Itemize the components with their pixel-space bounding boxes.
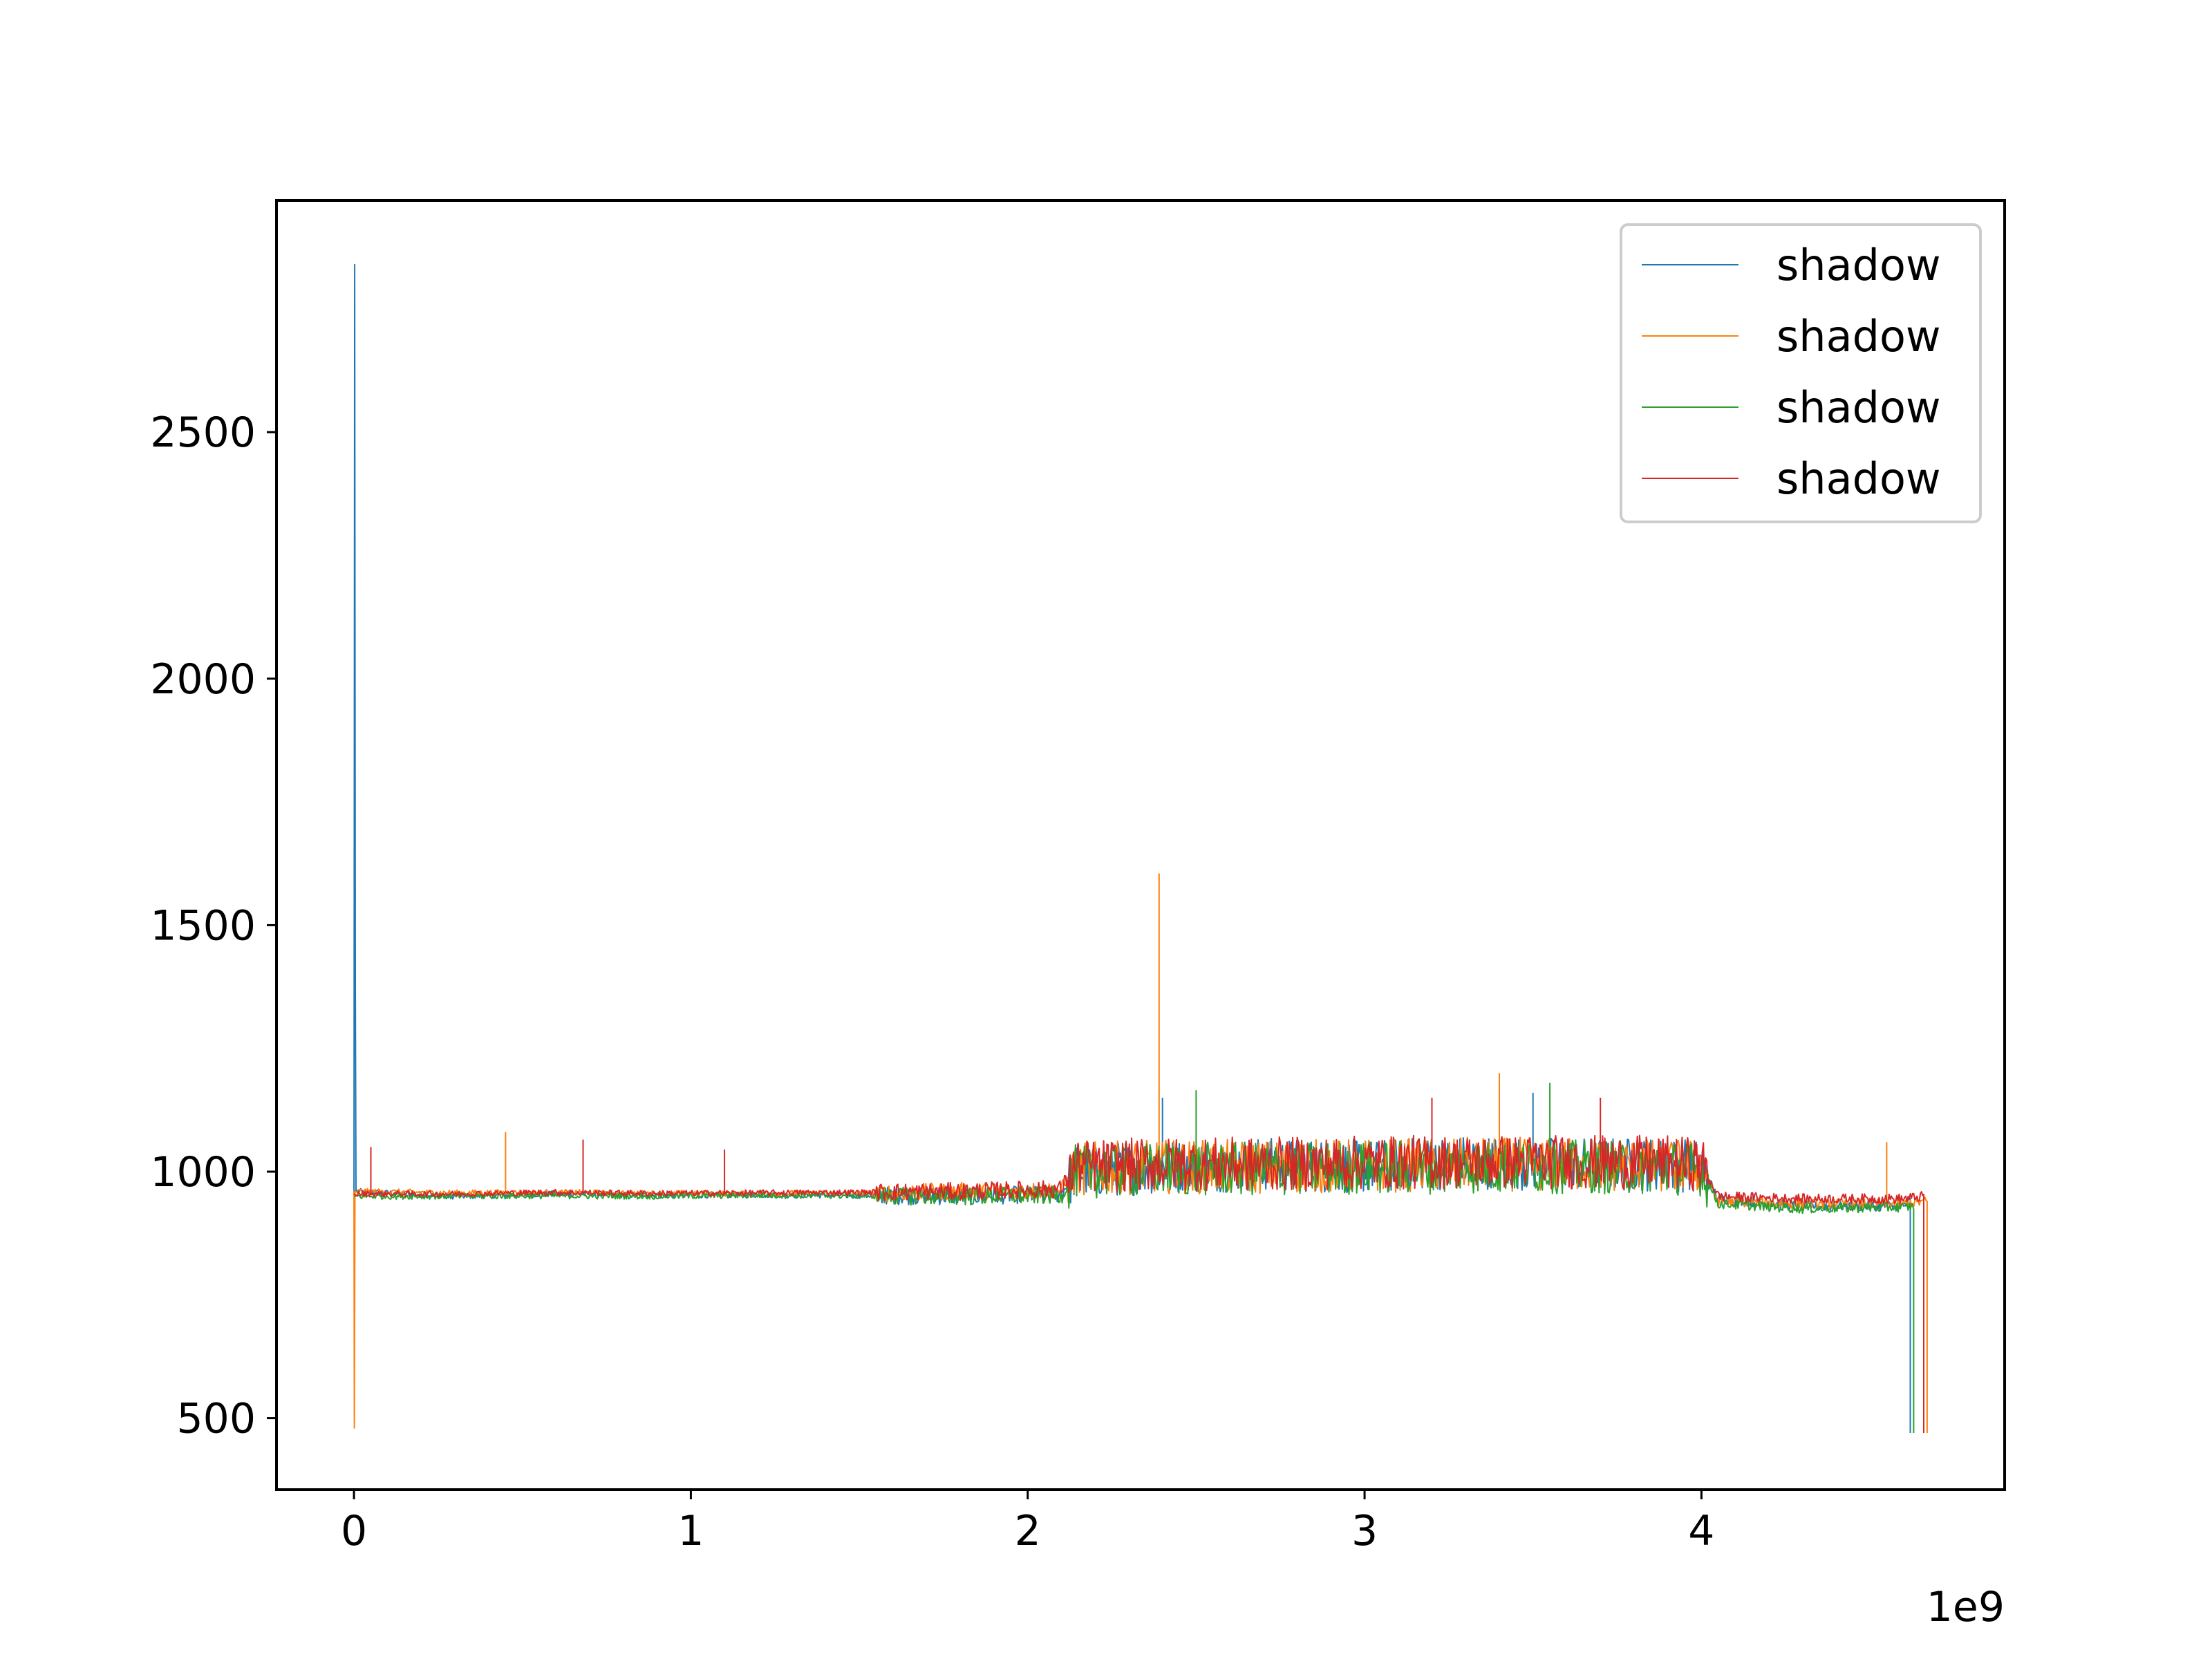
x-axis: 0 1 2 3 4	[341, 1490, 1714, 1555]
series-4	[353, 1098, 1924, 1433]
legend-label: shadow	[1777, 453, 1941, 504]
x-tick-label: 3	[1351, 1507, 1378, 1555]
legend-label: shadow	[1777, 311, 1941, 362]
y-tick-label: 1500	[150, 901, 256, 950]
legend-label: shadow	[1777, 240, 1941, 290]
y-axis: 500 1000 1500 2000 2500	[150, 409, 276, 1443]
y-tick-label: 2500	[150, 409, 256, 457]
x-tick-label: 4	[1688, 1507, 1714, 1555]
legend-box	[1620, 223, 1982, 523]
plot-frame	[275, 199, 2006, 1491]
legend: shadow shadow shadow shadow	[1620, 223, 1982, 523]
x-tick-label: 2	[1015, 1507, 1041, 1555]
y-tick-label: 1000	[150, 1148, 256, 1197]
x-axis-offset-label: 1e9	[1927, 1583, 2005, 1631]
y-tick-label: 2000	[150, 655, 256, 704]
series-line	[353, 1134, 1924, 1433]
x-tick-label: 1	[677, 1507, 704, 1555]
legend-label: shadow	[1777, 382, 1941, 433]
x-tick-label: 0	[341, 1507, 367, 1555]
y-tick-label: 500	[176, 1395, 256, 1443]
series-layer	[353, 263, 1928, 1433]
